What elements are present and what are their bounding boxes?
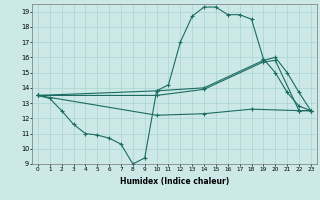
X-axis label: Humidex (Indice chaleur): Humidex (Indice chaleur)	[120, 177, 229, 186]
